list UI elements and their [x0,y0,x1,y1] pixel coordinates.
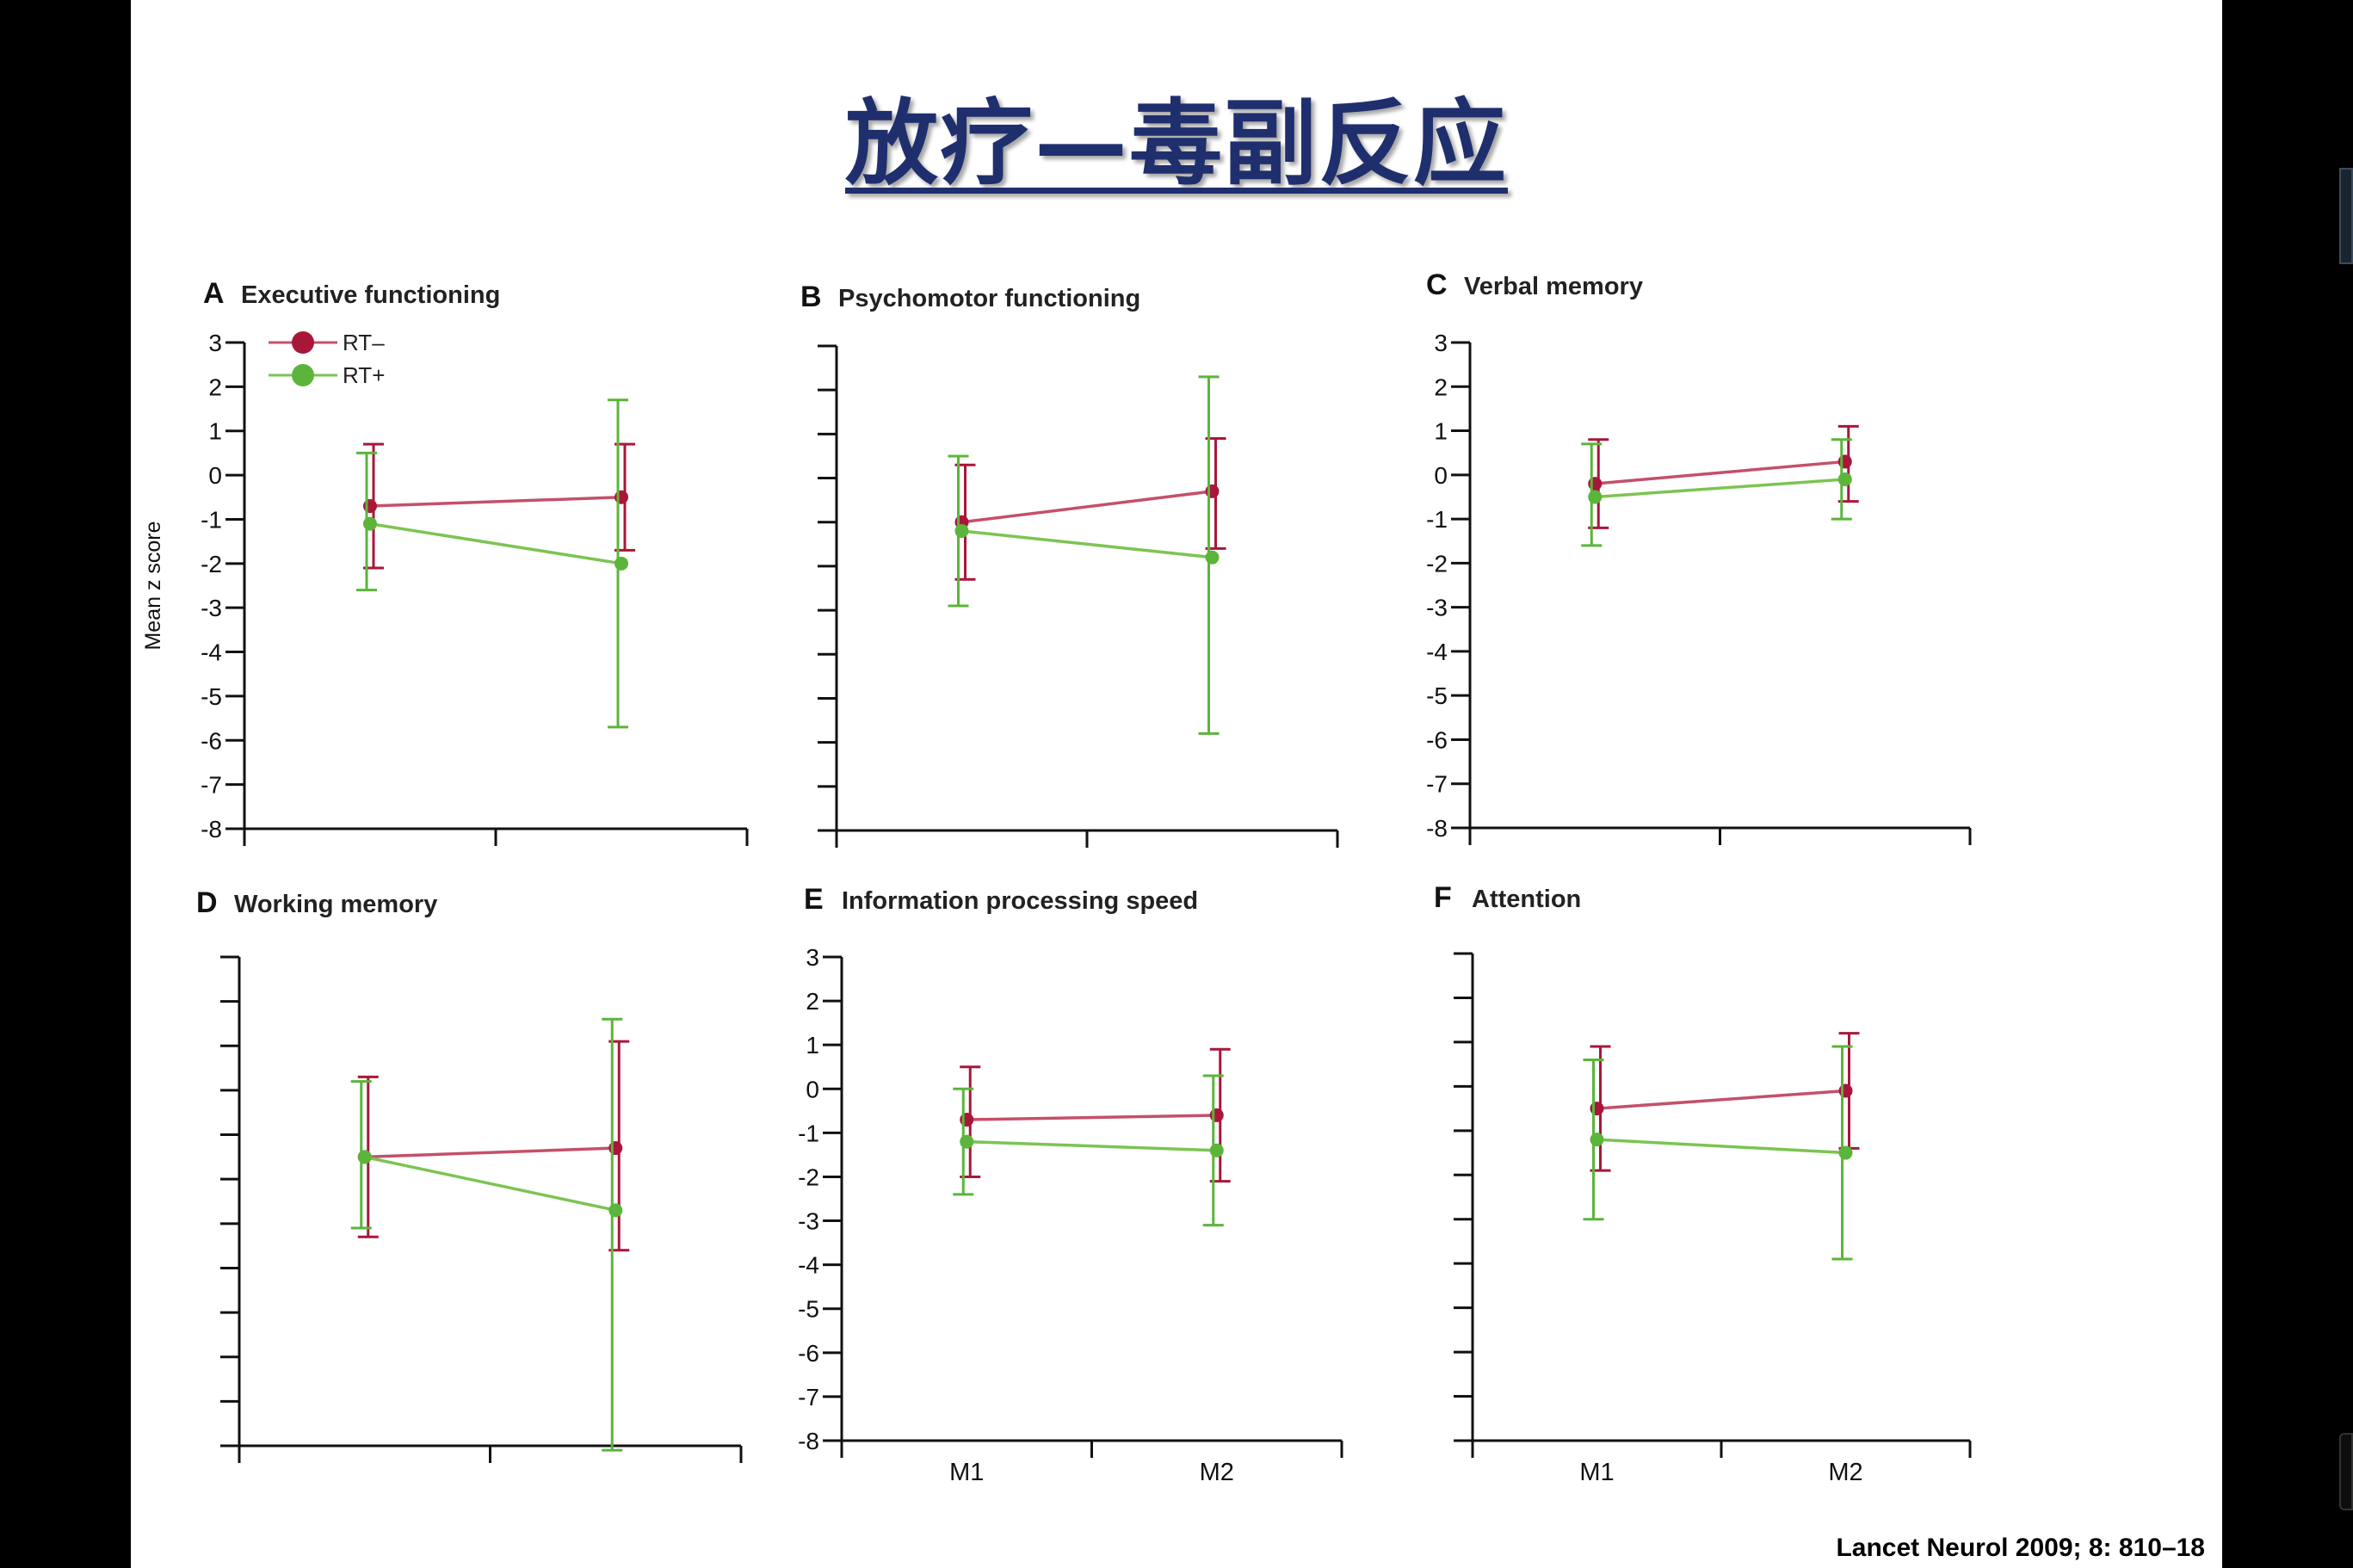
y-tick-label: 1 [806,1032,819,1059]
panel-title: Working memory [234,891,437,918]
rt-minus-series-line [1596,1089,1846,1110]
panel-letter: C [1426,269,1448,301]
y-tick-label: 2 [208,373,222,400]
rt-minus-series-line [364,1146,616,1159]
y-tick-label: 2 [1434,373,1448,400]
y-tick-label: -2 [201,551,222,577]
citation: Lancet Neurol 2009; 8: 810–18 [1836,1534,2205,1562]
panel-title: Verbal memory [1464,273,1643,300]
rt-minus-data-point [1590,1102,1604,1116]
rt-minus-data-point [960,1113,974,1127]
panel-title: Executive functioning [241,281,500,309]
y-tick-label: 2 [806,988,819,1015]
y-tick-label: -7 [798,1384,819,1411]
slide: 放疗—毒副反应 A Executive functioning 3 2 1 0 -1 -2 -3… [131,0,2222,1568]
panel-title: Information processing speed [842,887,1198,915]
rt-plus-data-point [614,556,628,571]
rt-minus-data-point [1209,1108,1224,1122]
rt-minus-data-point [1205,484,1220,498]
rt-minus-data-point [1838,1083,1853,1098]
rt-plus-data-point [363,516,377,531]
y-tick-label: 3 [806,944,819,971]
slide-title: 放疗—毒副反应 [844,90,1508,198]
y-tick-label: -2 [798,1164,819,1190]
rt-minus-series-line [369,496,622,508]
y-tick-label: -5 [201,683,222,710]
side-tab[interactable] [2339,1433,2353,1510]
y-tick-label: -4 [201,639,222,666]
rt-minus-series-line [967,1114,1217,1121]
y-tick-label: -8 [201,816,222,843]
rt-minus-data-point [363,499,377,514]
y-tick-label: -1 [1426,506,1448,533]
rt-plus-series-line [369,522,622,565]
rt-plus-series-line [961,529,1213,559]
x-tick-label: M1 [1579,1459,1614,1486]
rt-plus-data-point [357,1150,372,1164]
rt-plus-series-line [967,1139,1217,1152]
rt-plus-data-point [1837,472,1852,486]
y-tick-label: -5 [1426,682,1448,709]
y-tick-label: 1 [1434,418,1448,445]
y-tick-label: -4 [798,1252,819,1279]
rt-plus-data-point [608,1203,623,1218]
y-tick-label: 1 [208,418,222,445]
panel-letter: D [196,886,218,919]
rt-plus-series-line [1596,1138,1846,1155]
rt-minus-series-line [961,490,1213,524]
rt-plus-data-point [1209,1143,1224,1157]
y-tick-label: 0 [806,1076,819,1102]
rt-minus-data-point [1837,454,1852,469]
y-tick-label: -6 [1426,726,1448,753]
y-tick-label: -1 [798,1120,819,1146]
rt-plus-series-line [364,1155,616,1213]
rt-minus-data-point [1588,477,1603,491]
y-tick-label: -8 [798,1428,819,1454]
y-tick-label: 0 [1434,462,1448,489]
y-tick-label: -1 [201,506,222,533]
rt-plus-data-point [954,523,969,538]
y-tick-label: -3 [201,595,222,621]
y-tick-label: -2 [1426,550,1448,577]
panel-letter: B [800,281,822,313]
y-tick-label: -7 [1426,771,1448,798]
figure-panels: A Executive functioning 3 2 1 0 -1 -2 -3 -4 -5 -6 -7… [141,269,1972,1486]
y-tick-label: 3 [208,330,222,356]
panel-letter: A [203,277,225,310]
rt-minus-data-point [614,490,628,504]
rt-plus-series-line [1595,478,1845,499]
panel-letter: E [804,883,824,916]
y-tick-label: -8 [1426,815,1448,842]
y-tick-label: -3 [798,1208,819,1235]
rt-plus-data-point [1590,1133,1604,1147]
y-tick-label: 0 [208,462,222,489]
rt-plus-data-point [1588,490,1603,504]
y-tick-label: 3 [1434,330,1448,356]
rt-minus-data-point [608,1141,623,1156]
rt-minus-series-line [1595,460,1845,485]
y-tick-label: -7 [201,772,222,799]
rt-plus-data-point [1838,1145,1853,1160]
y-tick-label: -3 [1426,595,1448,621]
rt-plus-data-point [1205,550,1220,565]
legend-label: RT+ [343,362,385,388]
y-tick-label: -6 [798,1340,819,1367]
scrollbar-handle[interactable] [2339,168,2353,264]
legend-marker [292,331,314,354]
panel-letter: F [1434,881,1452,914]
x-tick-label: M2 [1200,1459,1234,1486]
y-tick-label: -4 [1426,639,1448,665]
panel-title: Attention [1472,886,1581,913]
panel-title: Psychomotor functioning [838,285,1140,312]
legend-marker [292,364,314,386]
y-tick-label: -6 [201,727,222,754]
y-axis-label: Mean z score [141,521,165,650]
rt-plus-data-point [960,1134,974,1149]
legend-label: RT– [343,330,385,355]
y-tick-label: -5 [798,1296,819,1323]
x-tick-label: M2 [1828,1459,1862,1486]
x-tick-label: M1 [949,1459,984,1486]
